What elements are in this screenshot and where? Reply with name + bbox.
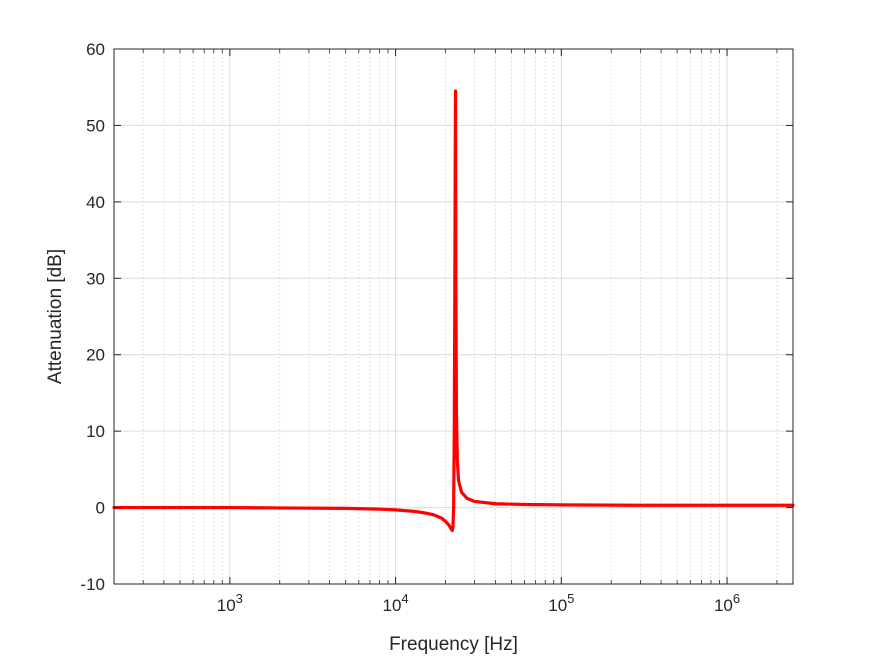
y-tick-label: 20 (86, 346, 105, 365)
series-layer (112, 89, 795, 533)
x-tick-label: 103 (217, 591, 243, 615)
y-tick-label: 30 (86, 269, 105, 288)
x-axis-label: Frequency [Hz] (389, 634, 518, 655)
y-tick-label: 50 (86, 116, 105, 135)
x-tick-labels: 103 104 105 106 (217, 591, 740, 615)
series-line (112, 89, 795, 533)
y-tick-label: 10 (86, 422, 105, 441)
y-tick-labels: -10 0 10 20 30 40 50 60 (80, 40, 105, 594)
x-tick-label: 105 (548, 591, 574, 615)
y-tick-label: -10 (80, 575, 105, 594)
x-tick-label: 106 (714, 591, 740, 615)
y-axis-label: Attenuation [dB] (45, 249, 66, 384)
plot-frame (113, 48, 794, 585)
x-tick-label: 104 (383, 591, 409, 615)
y-tick-label: 40 (86, 193, 105, 212)
tick-marks (114, 48, 793, 585)
y-tick-label: 0 (96, 499, 105, 518)
y-tick-label: 60 (86, 40, 105, 59)
